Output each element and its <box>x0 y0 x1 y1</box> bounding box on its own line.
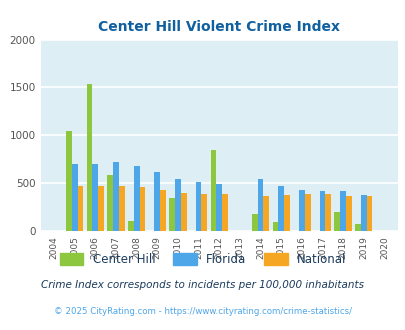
Bar <box>201 194 207 231</box>
Bar <box>251 214 257 231</box>
Bar <box>334 212 339 231</box>
Bar <box>216 184 222 231</box>
Bar <box>72 164 77 231</box>
Bar <box>257 179 263 231</box>
Bar <box>195 182 201 231</box>
Bar <box>366 196 371 231</box>
Bar <box>277 186 284 231</box>
Title: Center Hill Violent Crime Index: Center Hill Violent Crime Index <box>98 20 339 34</box>
Bar <box>180 193 186 231</box>
Bar <box>222 194 227 231</box>
Bar <box>107 175 113 231</box>
Bar <box>298 190 304 231</box>
Bar <box>354 224 360 231</box>
Bar <box>210 150 216 231</box>
Bar <box>169 197 175 231</box>
Bar <box>339 191 345 231</box>
Bar <box>66 131 72 231</box>
Bar <box>324 194 330 231</box>
Text: Crime Index corresponds to incidents per 100,000 inhabitants: Crime Index corresponds to incidents per… <box>41 280 364 290</box>
Bar <box>175 179 180 231</box>
Bar <box>98 185 104 231</box>
Bar <box>160 190 166 231</box>
Bar <box>133 166 139 231</box>
Bar <box>304 194 310 231</box>
Bar <box>92 164 98 231</box>
Bar <box>272 222 277 231</box>
Legend: Center Hill, Florida, National: Center Hill, Florida, National <box>55 248 350 271</box>
Bar <box>128 221 133 231</box>
Bar <box>360 195 366 231</box>
Bar <box>113 162 119 231</box>
Bar <box>284 195 289 231</box>
Text: © 2025 CityRating.com - https://www.cityrating.com/crime-statistics/: © 2025 CityRating.com - https://www.city… <box>54 307 351 316</box>
Bar <box>263 196 269 231</box>
Bar <box>319 191 324 231</box>
Bar <box>345 196 351 231</box>
Bar <box>139 187 145 231</box>
Bar <box>86 83 92 231</box>
Bar <box>119 186 124 231</box>
Bar <box>154 172 160 231</box>
Bar <box>77 186 83 231</box>
